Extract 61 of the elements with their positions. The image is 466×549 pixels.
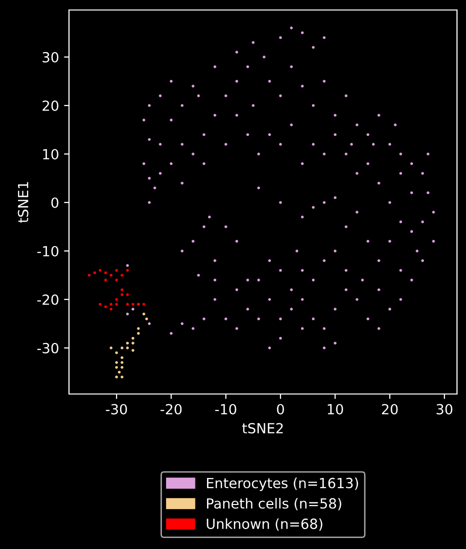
point xyxy=(120,274,124,277)
point xyxy=(115,298,118,301)
point xyxy=(115,302,118,306)
x-tick-label: 30 xyxy=(436,404,452,414)
x-tick-label: -10 xyxy=(215,404,236,414)
y-tick-label: 10 xyxy=(43,148,58,160)
x-axis-title: tSNE2 xyxy=(242,422,283,434)
point xyxy=(115,376,118,378)
point xyxy=(120,376,124,378)
point xyxy=(104,278,108,282)
x-tick-label: -20 xyxy=(160,404,182,414)
y-tick-label: -10 xyxy=(37,246,58,256)
point xyxy=(126,293,129,296)
point xyxy=(98,268,102,272)
point xyxy=(137,332,140,335)
point xyxy=(115,268,118,272)
y-tick-label: 30 xyxy=(42,52,58,63)
point xyxy=(120,293,124,296)
point xyxy=(104,271,108,274)
y-axis-title: tSNE1 xyxy=(18,182,28,223)
point xyxy=(145,317,148,320)
legend-label: Unknown (n=68) xyxy=(206,518,322,531)
point xyxy=(104,305,108,308)
point xyxy=(118,370,121,374)
point xyxy=(110,274,112,277)
point xyxy=(93,271,96,274)
point xyxy=(132,348,134,352)
point xyxy=(120,361,124,364)
point xyxy=(120,356,124,360)
y-tick-label: -20 xyxy=(37,294,58,305)
point xyxy=(126,268,129,272)
legend-label: Paneth cells (n=58) xyxy=(207,498,342,510)
y-tick-label: -30 xyxy=(37,342,58,354)
point xyxy=(142,312,146,316)
point xyxy=(115,351,118,354)
point xyxy=(115,366,118,369)
point xyxy=(120,346,124,350)
point xyxy=(88,274,91,277)
legend-label: Enterocytes (n=1613) xyxy=(207,478,358,491)
point xyxy=(126,302,129,306)
point xyxy=(115,361,118,364)
point xyxy=(110,346,112,350)
point xyxy=(142,302,146,306)
y-tick-label: 0 xyxy=(51,197,58,208)
point xyxy=(132,342,134,344)
point xyxy=(110,302,112,306)
point xyxy=(137,327,140,330)
point xyxy=(120,288,124,292)
y-tick-label: 20 xyxy=(42,100,58,111)
x-tick-label: 10 xyxy=(328,404,344,414)
x-tick-label: 0 xyxy=(276,404,284,414)
point xyxy=(126,346,129,350)
point xyxy=(98,302,102,306)
point xyxy=(132,302,134,306)
point xyxy=(115,278,118,282)
x-tick-label: -30 xyxy=(106,404,127,414)
point xyxy=(110,308,112,311)
point xyxy=(132,336,134,340)
point xyxy=(120,366,124,369)
point xyxy=(126,342,129,344)
x-tick-label: 20 xyxy=(382,404,398,414)
